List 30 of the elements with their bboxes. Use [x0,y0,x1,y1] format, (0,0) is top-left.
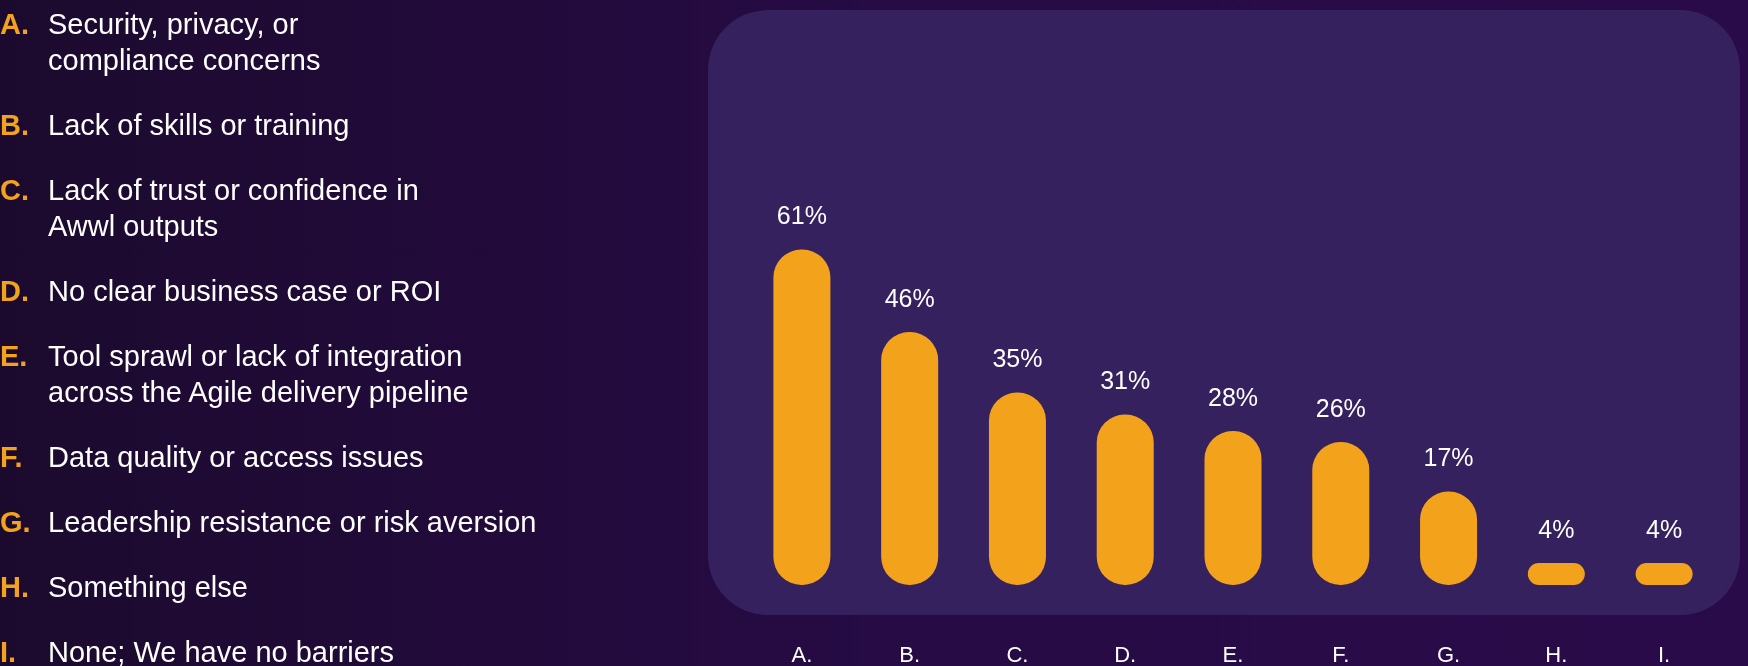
data-label: 26% [1315,393,1366,422]
x-tick-label: H. [1545,641,1568,666]
data-label: 61% [776,201,827,229]
text: C. Lack of trust or confidence in Awwl outputs [0,173,420,244]
bar [881,332,939,585]
data-label: 35% [992,344,1043,372]
text: F. Data quality or access issues [0,440,425,475]
text: H. Something else [0,570,249,605]
text: G. Leadership resistance or risk aversion [0,505,538,540]
data-label: 46% [884,283,935,312]
x-tick-label: F. [1332,641,1350,666]
x-tick-label: C. [1006,641,1029,666]
x-tick-label: I. [1657,641,1671,666]
data-label: 4% [1646,514,1683,543]
data-label: 28% [1207,382,1259,411]
text: B. Lack of skills or training [0,108,351,143]
bar [773,249,831,585]
x-tick-label: E. [1222,641,1244,666]
text: I. None; We have no barriers [0,635,396,666]
x-tick-label: D. [1114,641,1137,666]
text: E. Tool sprawl or lack of integration across the Agile delivery pipeline [0,339,470,410]
data-label: 4% [1538,514,1575,543]
data-label: 31% [1100,366,1151,394]
x-tick-label: B. [899,641,921,666]
text: D. No clear business case or ROI [0,274,443,309]
data-label: 17% [1423,443,1474,471]
bar [988,392,1046,585]
x-tick-label: G. [1436,641,1461,666]
x-tick-label: A. [791,641,813,666]
text: A. Security, privacy, or compliance concerns [0,7,322,78]
